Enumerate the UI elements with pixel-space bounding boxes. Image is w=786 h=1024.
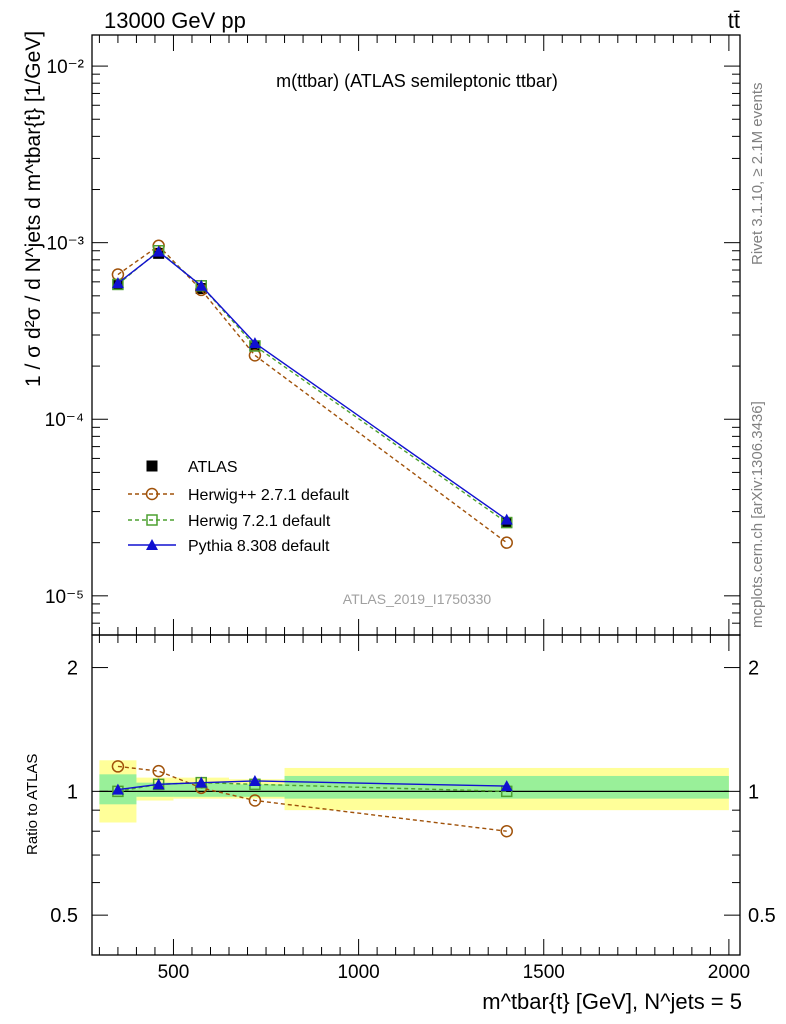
data-point: [500, 536, 513, 549]
ratio-data-point: [152, 778, 165, 790]
legend-label: Pythia 8.308 default: [188, 538, 330, 555]
legend-marker: [146, 539, 158, 550]
x-axis-label: m^tbar{t} [GeV], N^jets = 5: [482, 989, 742, 1014]
data-point: [195, 279, 208, 291]
uncertainty-band-inner: [173, 782, 230, 797]
legend-label: ATLAS: [188, 459, 238, 476]
ratio-y-tick-label: 2: [67, 658, 78, 680]
data-point: [111, 277, 124, 289]
main-y-axis-label: 1 / σ d²σ / d N^jets d m^tbar{t} [1/GeV]: [22, 31, 45, 387]
series-line: [117, 249, 508, 524]
analysis-label: ATLAS_2019_I1750330: [343, 591, 492, 607]
data-point: [248, 337, 261, 349]
ratio-y-tick-label: 1: [67, 781, 78, 803]
ratio-y-axis-label: Ratio to ATLAS: [24, 754, 41, 855]
legend-marker: [146, 460, 158, 472]
ratio-y-tick-label-right: 2: [748, 658, 759, 680]
ratio-y-tick-label-right: 0.5: [748, 905, 776, 927]
data-point: [248, 349, 262, 362]
ratio-data-point: [248, 794, 262, 807]
x-tick-label: 1000: [337, 962, 379, 983]
data-point: [152, 245, 165, 257]
y-tick-label: 10⁻⁵: [45, 587, 84, 608]
main-plot-panel: 10⁻⁵ 10⁻⁴ 10⁻³ 10⁻² m(ttbar) (ATLAS semilep…: [22, 31, 741, 636]
ratio-y-tick-label: 0.5: [50, 905, 78, 927]
legend-marker: [145, 487, 159, 501]
ratio-data-point: [195, 776, 208, 788]
legend-marker: [146, 514, 158, 526]
ratio-data-point: [111, 760, 125, 773]
process-label: tt̄: [728, 8, 740, 33]
legend-label: Herwig 7.2.1 default: [188, 513, 331, 530]
x-tick-label: 500: [158, 962, 190, 983]
ratio-data-point: [500, 824, 513, 838]
uncertainty-band-inner: [229, 784, 285, 797]
series-line: [117, 250, 508, 521]
data-point: [500, 513, 513, 525]
ratio-data-point: [111, 783, 124, 795]
mcplots-label: mcplots.cern.ch [arXiv:1306.3436]: [749, 401, 766, 628]
ratio-y-tick-label-right: 1: [748, 781, 759, 803]
collision-energy-label: 13000 GeV pp: [104, 8, 246, 33]
ratio-plot-frame: [91, 634, 741, 956]
rivet-version-label: Rivet 3.1.10, ≥ 2.1M events: [749, 83, 766, 266]
ratio-data-point: [248, 774, 261, 786]
legend-label: Herwig++ 2.7.1 default: [188, 487, 350, 504]
x-tick-label: 1500: [523, 962, 565, 983]
ratio-plot-panel: 0.5 0.5 1 1 2 2 500 1000 1500 2000 Ratio to ATLAS…: [24, 634, 776, 1014]
legend: ATLAS Herwig++ 2.7.1 default Herwig 7.2.1 …: [128, 459, 350, 555]
ratio-data-point: [500, 780, 513, 792]
y-tick-label: 10⁻⁴: [45, 410, 84, 431]
x-tick-label: 2000: [708, 962, 750, 983]
main-plot-title: m(ttbar) (ATLAS semileptonic ttbar): [276, 71, 558, 91]
y-tick-label: 10⁻²: [47, 57, 85, 78]
y-tick-label: 10⁻³: [47, 234, 85, 255]
ratio-data-point: [152, 764, 165, 778]
